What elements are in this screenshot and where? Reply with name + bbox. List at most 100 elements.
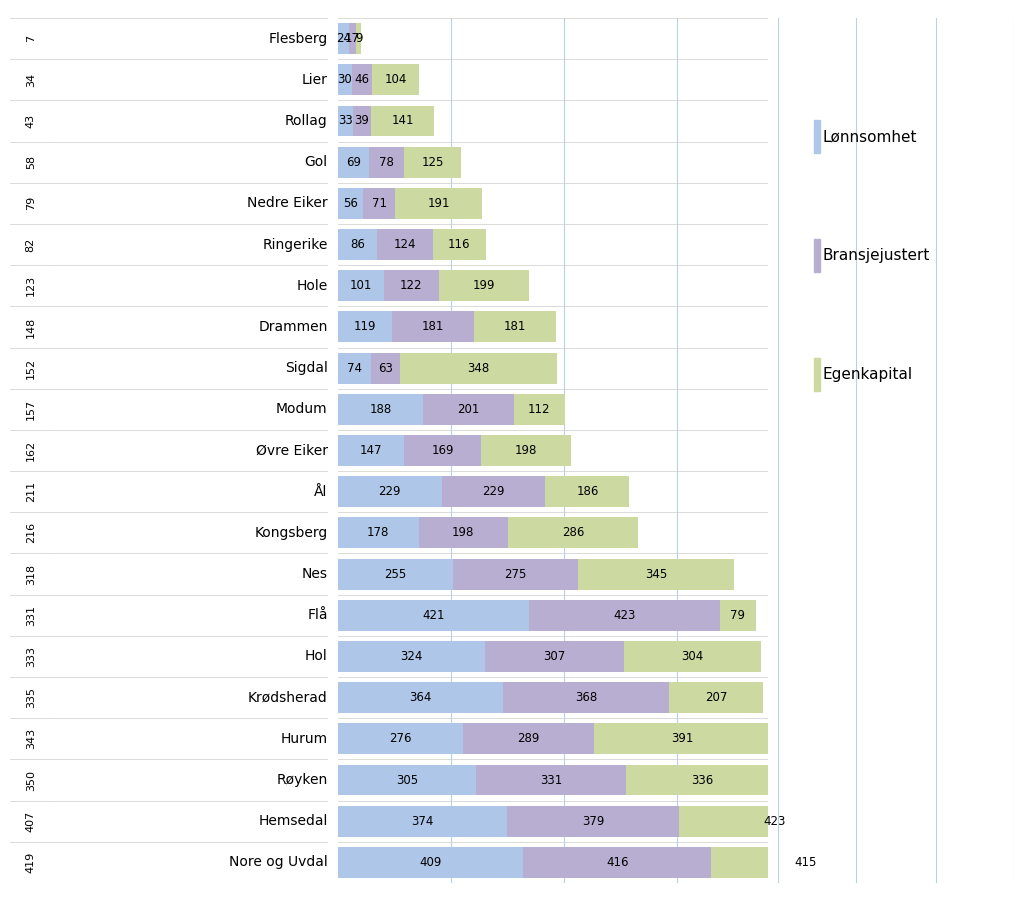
Text: 116: 116 bbox=[447, 238, 470, 251]
Text: 276: 276 bbox=[389, 733, 412, 745]
Bar bbox=[338, 600, 528, 631]
Text: 147: 147 bbox=[360, 444, 382, 457]
Text: 7: 7 bbox=[26, 35, 36, 42]
Bar bbox=[338, 147, 370, 177]
Text: 335: 335 bbox=[26, 687, 36, 708]
Bar bbox=[419, 517, 508, 549]
Bar bbox=[395, 188, 482, 219]
Text: 24: 24 bbox=[336, 32, 351, 45]
Bar bbox=[338, 477, 441, 507]
Bar bbox=[503, 682, 670, 713]
Text: 409: 409 bbox=[419, 856, 441, 869]
Bar bbox=[371, 105, 434, 136]
Bar bbox=[439, 270, 529, 301]
Bar bbox=[338, 724, 463, 754]
Bar bbox=[523, 847, 712, 878]
Text: 33: 33 bbox=[338, 114, 352, 127]
Text: 216: 216 bbox=[26, 523, 36, 543]
Text: 141: 141 bbox=[391, 114, 414, 127]
Text: 112: 112 bbox=[528, 403, 551, 415]
Text: Flå: Flå bbox=[307, 608, 328, 623]
Bar bbox=[338, 394, 423, 424]
Bar bbox=[356, 23, 360, 54]
Bar bbox=[349, 23, 356, 54]
Text: Rollag: Rollag bbox=[285, 114, 328, 128]
Text: Krødsherad: Krødsherad bbox=[248, 691, 328, 705]
Text: 275: 275 bbox=[505, 568, 526, 580]
Text: 191: 191 bbox=[427, 197, 450, 210]
Text: 324: 324 bbox=[400, 650, 423, 663]
Bar bbox=[578, 559, 734, 589]
Text: 368: 368 bbox=[574, 691, 597, 704]
Bar bbox=[377, 229, 433, 260]
Text: 178: 178 bbox=[367, 526, 389, 540]
Text: 419: 419 bbox=[26, 851, 36, 873]
Text: 63: 63 bbox=[378, 361, 393, 375]
Bar bbox=[508, 517, 638, 549]
Text: Røyken: Røyken bbox=[276, 773, 328, 787]
Bar bbox=[712, 847, 899, 878]
Text: 207: 207 bbox=[705, 691, 727, 704]
Text: 71: 71 bbox=[372, 197, 387, 210]
Bar bbox=[626, 765, 778, 796]
Bar bbox=[338, 847, 523, 878]
Text: 350: 350 bbox=[26, 769, 36, 790]
Bar bbox=[338, 805, 507, 837]
Text: 199: 199 bbox=[473, 279, 496, 292]
Text: 79: 79 bbox=[730, 609, 745, 622]
Bar bbox=[338, 682, 503, 713]
Text: Nes: Nes bbox=[302, 567, 328, 581]
Text: 58: 58 bbox=[26, 155, 36, 169]
Text: Drammen: Drammen bbox=[258, 320, 328, 334]
Text: 336: 336 bbox=[691, 774, 713, 787]
Text: 17: 17 bbox=[345, 32, 360, 45]
Text: Bransjejustert: Bransjejustert bbox=[823, 248, 931, 263]
Text: 331: 331 bbox=[540, 774, 562, 787]
Bar bbox=[338, 229, 377, 260]
Text: Nedre Eiker: Nedre Eiker bbox=[247, 196, 328, 210]
Text: 124: 124 bbox=[393, 238, 416, 251]
Bar bbox=[338, 312, 392, 342]
Text: 9: 9 bbox=[354, 32, 362, 45]
Text: Modum: Modum bbox=[276, 403, 328, 416]
Text: 119: 119 bbox=[353, 321, 376, 333]
Text: Egenkapital: Egenkapital bbox=[823, 367, 913, 382]
Text: 415: 415 bbox=[795, 856, 816, 869]
Bar bbox=[507, 805, 679, 837]
Text: 229: 229 bbox=[482, 486, 505, 498]
Bar bbox=[484, 641, 624, 672]
Text: 343: 343 bbox=[26, 728, 36, 750]
Bar bbox=[338, 765, 476, 796]
Text: 364: 364 bbox=[410, 691, 431, 704]
Text: 181: 181 bbox=[504, 321, 526, 333]
Bar bbox=[338, 270, 384, 301]
Bar bbox=[441, 477, 545, 507]
Bar bbox=[370, 147, 404, 177]
Text: 123: 123 bbox=[26, 275, 36, 296]
Bar bbox=[372, 352, 400, 384]
Text: Hurum: Hurum bbox=[281, 732, 328, 746]
Text: Gol: Gol bbox=[304, 155, 328, 169]
Text: 30: 30 bbox=[337, 73, 352, 86]
Text: 69: 69 bbox=[346, 156, 361, 168]
Bar bbox=[338, 352, 372, 384]
Bar bbox=[813, 239, 820, 272]
Text: Lier: Lier bbox=[302, 73, 328, 86]
Text: 39: 39 bbox=[354, 114, 369, 127]
Text: 211: 211 bbox=[26, 481, 36, 502]
Text: 46: 46 bbox=[354, 73, 370, 86]
Text: 148: 148 bbox=[26, 316, 36, 338]
Text: 198: 198 bbox=[453, 526, 474, 540]
Text: 255: 255 bbox=[385, 568, 407, 580]
Bar bbox=[481, 435, 570, 466]
Text: 82: 82 bbox=[26, 238, 36, 251]
Bar bbox=[594, 724, 771, 754]
Bar bbox=[338, 517, 419, 549]
Text: 348: 348 bbox=[468, 361, 489, 375]
Bar bbox=[392, 312, 474, 342]
Text: 188: 188 bbox=[370, 403, 391, 415]
Text: 101: 101 bbox=[349, 279, 372, 292]
Text: 318: 318 bbox=[26, 563, 36, 585]
Bar bbox=[338, 435, 404, 466]
Text: Hemsedal: Hemsedal bbox=[258, 815, 328, 828]
